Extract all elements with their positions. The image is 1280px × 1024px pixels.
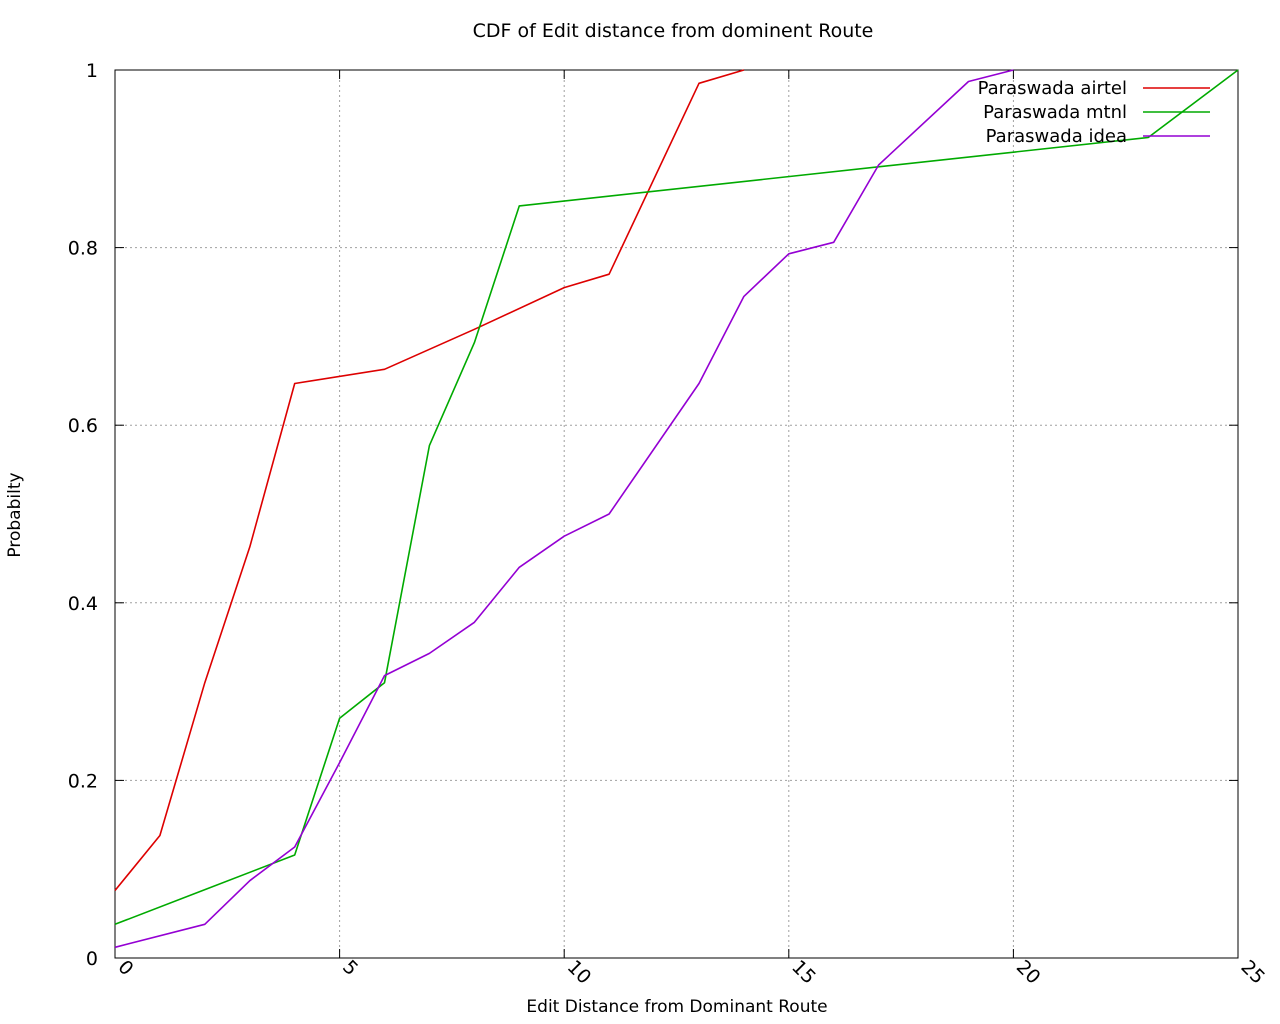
series-line-paraswada-airtel <box>114 69 745 892</box>
x-tick-label: 15 <box>787 956 820 989</box>
plot-frame <box>114 69 1239 959</box>
x-tick-label: 10 <box>563 956 596 989</box>
x-tick-label: 25 <box>1236 956 1269 989</box>
legend-label-paraswada-mtnl: Paraswada mtnl <box>983 102 1127 123</box>
chart-title: CDF of Edit distance from dominent Route <box>473 20 874 42</box>
y-tick-label: 0 <box>86 948 98 970</box>
y-tick-label: 0.4 <box>68 593 98 615</box>
legend-label-paraswada-airtel: Paraswada airtel <box>978 78 1127 99</box>
x-axis-label: Edit Distance from Dominant Route <box>526 997 827 1017</box>
grid-lines <box>115 70 1238 958</box>
axis-ticks: 0 5 10 15 20 25 0 0.2 0.4 0.6 0.8 1 <box>68 60 1269 989</box>
x-tick-label: 20 <box>1012 956 1045 989</box>
y-tick-label: 0.6 <box>68 415 98 437</box>
y-tick-label: 1 <box>86 60 98 82</box>
y-tick-label: 0.8 <box>68 238 98 260</box>
series-line-paraswada-idea <box>114 69 1014 949</box>
series-lines <box>114 69 1239 949</box>
y-tick-label: 0.2 <box>68 770 98 792</box>
legend-label-paraswada-idea: Paraswada idea <box>986 126 1127 147</box>
legend: Paraswada airtel Paraswada mtnl Paraswada … <box>978 78 1210 147</box>
x-tick-label: 5 <box>338 956 362 980</box>
series-line-paraswada-mtnl <box>114 69 1239 926</box>
y-axis-label: Probabilty <box>5 472 25 557</box>
x-tick-label: 0 <box>113 956 137 980</box>
